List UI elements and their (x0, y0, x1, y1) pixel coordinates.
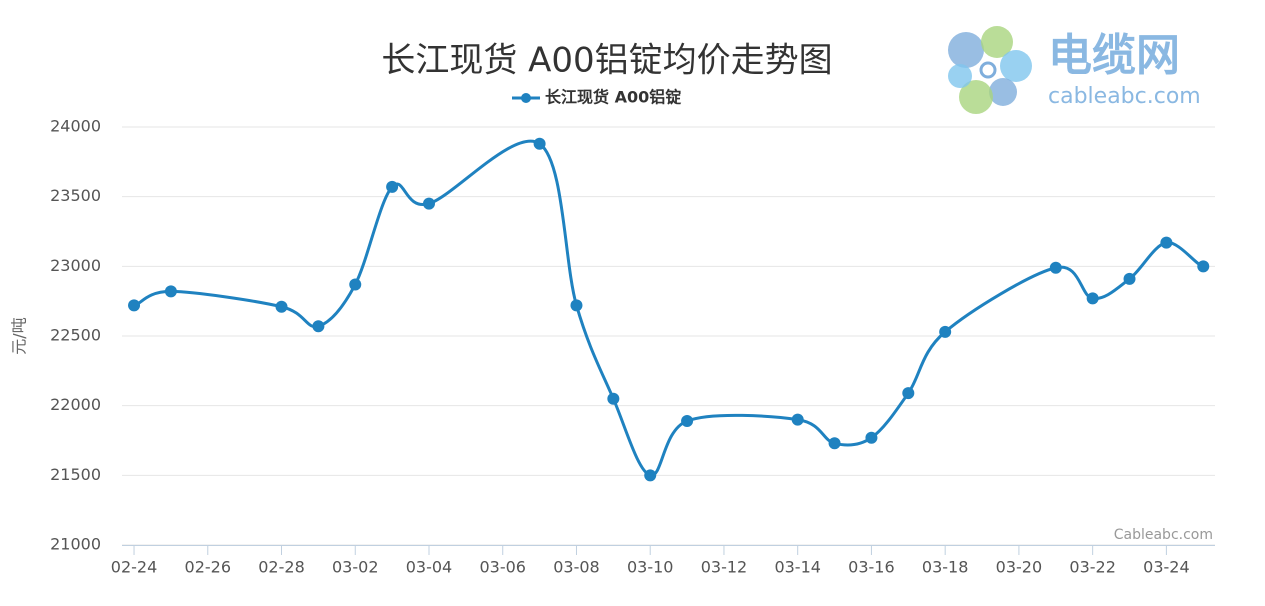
x-tick-label: 03-04 (406, 558, 453, 577)
data-point (128, 299, 141, 312)
line-bridge (428, 139, 541, 206)
logo-center (979, 61, 997, 79)
logo-name: 电缆网 (1048, 30, 1180, 81)
x-tick-label: 03-16 (848, 558, 895, 577)
x-tick-label: 03-02 (332, 558, 379, 577)
x-tick-label: 02-26 (185, 558, 232, 577)
x-tick-label: 03-20 (996, 558, 1043, 577)
line-series (797, 330, 947, 447)
line-series (1055, 241, 1204, 300)
x-tick-label: 03-22 (1069, 558, 1116, 577)
x-tick-label: 03-06 (479, 558, 526, 577)
y-tick-label: 22500 (50, 326, 101, 345)
y-tick-label: 21000 (50, 535, 101, 554)
x-tick-label: 03-08 (553, 558, 600, 577)
legend-marker (521, 93, 531, 103)
data-point (349, 278, 362, 291)
logo-domain: cableabc.com (1048, 84, 1201, 109)
legend-label: 长江现货 A00铝锭 (545, 88, 681, 107)
line-series (538, 142, 688, 477)
logo-petal (959, 80, 993, 114)
x-tick-label: 02-24 (111, 558, 158, 577)
logo-petal (948, 32, 984, 68)
y-tick-label: 24000 (50, 117, 101, 136)
data-point (164, 285, 177, 298)
line-bridge (686, 413, 798, 423)
logo-petal (989, 78, 1017, 106)
data-point (422, 197, 435, 210)
y-axis-title: 元/吨 (10, 317, 29, 354)
x-tick-label: 03-24 (1143, 558, 1190, 577)
logo-petal (1000, 50, 1032, 82)
line-bridge (170, 289, 282, 309)
data-point (1197, 260, 1210, 273)
data-point (312, 320, 325, 333)
data-point (1160, 236, 1173, 249)
x-tick-label: 03-10 (627, 558, 674, 577)
logo-petal (981, 26, 1013, 58)
data-point (1123, 272, 1136, 285)
y-tick-label: 23500 (50, 186, 101, 205)
data-point (607, 392, 620, 405)
data-point (828, 437, 841, 450)
logo: 电缆网 cableabc.com (948, 26, 1201, 114)
x-tick-label: 02-28 (258, 558, 305, 577)
data-point (533, 137, 546, 150)
chart-title: 长江现货 A00铝锭均价走势图 (381, 41, 832, 81)
data-point (791, 413, 804, 426)
data-point (1086, 292, 1099, 305)
data-point (644, 469, 657, 482)
line-series (281, 182, 430, 329)
x-tick-label: 03-14 (774, 558, 821, 577)
y-tick-label: 23000 (50, 256, 101, 275)
data-point (681, 414, 694, 427)
logo-petal (948, 64, 972, 88)
credit: Cableabc.com (1114, 527, 1213, 543)
x-tick-label: 03-18 (922, 558, 969, 577)
data-point (902, 387, 915, 400)
data-point (1049, 261, 1062, 274)
data-point (939, 325, 952, 338)
data-point (275, 300, 288, 313)
data-point (386, 180, 399, 193)
y-tick-label: 22000 (50, 395, 101, 414)
y-tick-label: 21500 (50, 465, 101, 484)
data-point (865, 431, 878, 444)
x-tick-label: 03-12 (701, 558, 748, 577)
line-bridge (944, 266, 1057, 333)
data-point (570, 299, 583, 312)
